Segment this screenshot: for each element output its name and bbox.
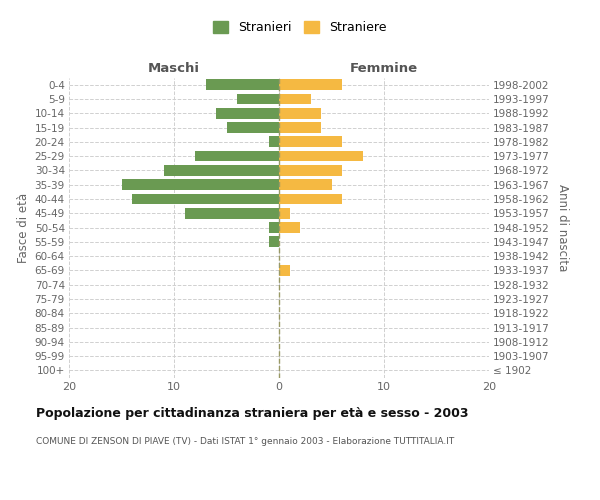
Bar bbox=[279, 136, 342, 147]
Bar bbox=[279, 194, 342, 204]
Bar bbox=[216, 108, 279, 118]
Text: Femmine: Femmine bbox=[350, 62, 418, 74]
Bar bbox=[195, 150, 279, 162]
Bar bbox=[269, 136, 279, 147]
Bar bbox=[227, 122, 279, 133]
Text: Maschi: Maschi bbox=[148, 62, 200, 74]
Bar bbox=[279, 150, 363, 162]
Bar bbox=[205, 80, 279, 90]
Bar bbox=[279, 80, 342, 90]
Bar bbox=[279, 108, 321, 118]
Legend: Stranieri, Straniere: Stranieri, Straniere bbox=[208, 16, 392, 40]
Text: Popolazione per cittadinanza straniera per età e sesso - 2003: Popolazione per cittadinanza straniera p… bbox=[36, 408, 469, 420]
Bar bbox=[121, 180, 279, 190]
Bar bbox=[237, 94, 279, 104]
Bar bbox=[279, 122, 321, 133]
Y-axis label: Fasce di età: Fasce di età bbox=[17, 192, 31, 262]
Text: COMUNE DI ZENSON DI PIAVE (TV) - Dati ISTAT 1° gennaio 2003 - Elaborazione TUTTI: COMUNE DI ZENSON DI PIAVE (TV) - Dati IS… bbox=[36, 438, 454, 446]
Bar bbox=[163, 165, 279, 175]
Bar bbox=[132, 194, 279, 204]
Bar bbox=[279, 208, 290, 218]
Bar bbox=[185, 208, 279, 218]
Bar bbox=[279, 180, 331, 190]
Bar bbox=[279, 94, 311, 104]
Bar bbox=[279, 165, 342, 175]
Bar bbox=[279, 265, 290, 276]
Bar bbox=[269, 222, 279, 233]
Y-axis label: Anni di nascita: Anni di nascita bbox=[556, 184, 569, 271]
Bar bbox=[279, 222, 300, 233]
Bar bbox=[269, 236, 279, 247]
